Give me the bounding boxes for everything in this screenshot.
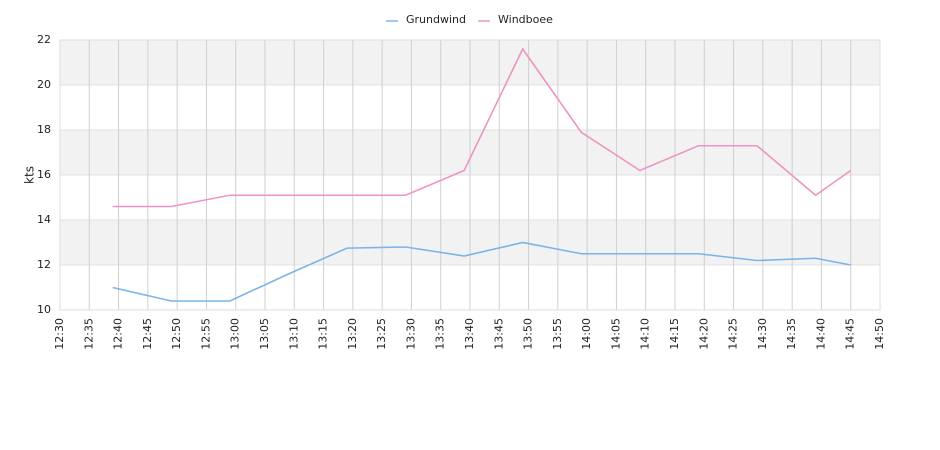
x-tick-label: 12:30 — [53, 318, 66, 350]
series-line — [112, 47, 852, 208]
y-tick-label: 16 — [37, 168, 51, 181]
x-tick-label: 12:35 — [82, 318, 95, 350]
x-tick-label: 14:30 — [756, 318, 769, 350]
legend-label[interactable]: Grundwind — [406, 13, 466, 26]
x-tick-label: 12:40 — [112, 318, 125, 350]
y-tick-label: 10 — [37, 303, 51, 316]
x-tick-label: 13:40 — [463, 318, 476, 350]
x-tick-label: 13:30 — [404, 318, 417, 350]
x-tick-label: 13:05 — [258, 318, 271, 350]
x-tick-label: 13:50 — [522, 318, 535, 350]
x-tick-label: 14:00 — [580, 318, 593, 350]
x-tick-label: 13:00 — [229, 318, 242, 350]
y-tick-label: 20 — [37, 78, 51, 91]
y-tick-label: 12 — [37, 258, 51, 271]
x-tick-label: 14:15 — [668, 318, 681, 350]
x-tick-label: 13:20 — [346, 318, 359, 350]
x-tick-label: 13:15 — [317, 318, 330, 350]
x-tick-label: 13:10 — [287, 318, 300, 350]
x-tick-label: 14:10 — [639, 318, 652, 350]
x-tick-label: 14:50 — [873, 318, 886, 350]
y-tick-label: 14 — [37, 213, 51, 226]
x-tick-label: 13:35 — [434, 318, 447, 350]
x-tick-label: 14:25 — [727, 318, 740, 350]
x-tick-label: 12:50 — [170, 318, 183, 350]
x-tick-label: 13:55 — [551, 318, 564, 350]
x-tick-label: 12:45 — [141, 318, 154, 350]
y-axis-label: kts — [23, 166, 37, 184]
x-tick-label: 13:45 — [492, 318, 505, 350]
x-tick-label: 14:35 — [785, 318, 798, 350]
x-tick-label: 14:20 — [697, 318, 710, 350]
x-tick-label: 14:40 — [814, 318, 827, 350]
legend-label[interactable]: Windboee — [498, 13, 553, 26]
y-tick-label: 18 — [37, 123, 51, 136]
x-tick-label: 14:05 — [609, 318, 622, 350]
y-tick-label: 22 — [37, 33, 51, 46]
x-tick-label: 13:25 — [375, 318, 388, 350]
x-tick-label: 14:45 — [844, 318, 857, 350]
series-line — [112, 241, 851, 302]
plot-frame — [59, 39, 881, 311]
x-tick-label: 12:55 — [199, 318, 212, 350]
